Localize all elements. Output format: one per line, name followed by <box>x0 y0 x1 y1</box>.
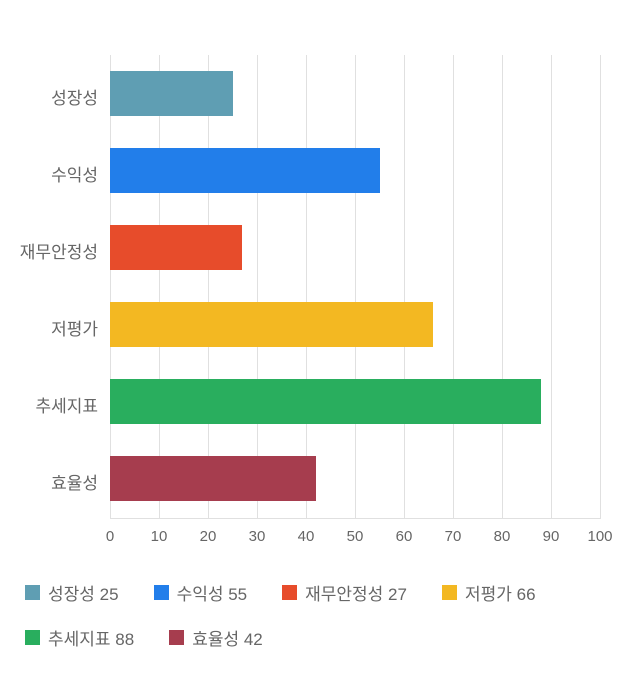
legend: 성장성 25 수익성 55 재무안정성 27 저평가 66 추세지표 88 효율성 42 <box>25 580 615 670</box>
x-axis-label: 0 <box>95 528 125 545</box>
x-axis-label: 30 <box>242 528 272 545</box>
grid-line <box>502 55 503 519</box>
x-axis-label: 60 <box>389 528 419 545</box>
grid-line <box>453 55 454 519</box>
x-axis-label: 50 <box>340 528 370 545</box>
y-axis-label: 수익성 <box>0 161 98 186</box>
x-axis-label: 90 <box>536 528 566 545</box>
legend-item: 재무안정성 27 <box>282 580 407 605</box>
grid-line <box>404 55 405 519</box>
bar <box>110 148 380 193</box>
legend-marker <box>169 630 184 645</box>
grid-line <box>257 55 258 519</box>
grid-line <box>551 55 552 519</box>
grid-line <box>306 55 307 519</box>
legend-label: 재무안정성 27 <box>305 580 407 605</box>
legend-item: 효율성 42 <box>169 625 263 650</box>
x-axis-label: 70 <box>438 528 468 545</box>
legend-marker <box>25 630 40 645</box>
chart-container: 성장성 25수익성 55재무안정성 27저평가 66추세지표 88효율성 42 … <box>0 0 640 700</box>
x-axis-label: 80 <box>487 528 517 545</box>
legend-marker <box>282 585 297 600</box>
grid-line <box>600 55 601 519</box>
x-axis-label: 100 <box>585 528 615 545</box>
y-axis-label: 성장성 <box>0 84 98 109</box>
legend-item: 저평가 66 <box>442 580 536 605</box>
plot-area <box>110 55 600 519</box>
legend-marker <box>154 585 169 600</box>
grid-line <box>355 55 356 519</box>
legend-marker <box>442 585 457 600</box>
legend-label: 저평가 66 <box>465 580 536 605</box>
grid-line <box>208 55 209 519</box>
grid-line <box>159 55 160 519</box>
bar <box>110 379 541 424</box>
y-axis-label: 재무안정성 <box>0 238 98 263</box>
bar <box>110 302 433 347</box>
legend-label: 성장성 25 <box>48 580 119 605</box>
legend-label: 추세지표 88 <box>48 625 134 650</box>
legend-marker <box>25 585 40 600</box>
y-axis-label: 저평가 <box>0 315 98 340</box>
bar <box>110 225 242 270</box>
x-axis-label: 40 <box>291 528 321 545</box>
legend-item: 수익성 55 <box>154 580 248 605</box>
y-axis-label: 효율성 <box>0 469 98 494</box>
bar <box>110 456 316 501</box>
x-axis-label: 20 <box>193 528 223 545</box>
legend-item: 추세지표 88 <box>25 625 134 650</box>
y-axis-label: 추세지표 <box>0 392 98 417</box>
x-axis-label: 10 <box>144 528 174 545</box>
y-axis-line <box>110 55 111 519</box>
bar <box>110 71 233 116</box>
legend-label: 효율성 42 <box>192 625 263 650</box>
legend-label: 수익성 55 <box>177 580 248 605</box>
legend-item: 성장성 25 <box>25 580 119 605</box>
